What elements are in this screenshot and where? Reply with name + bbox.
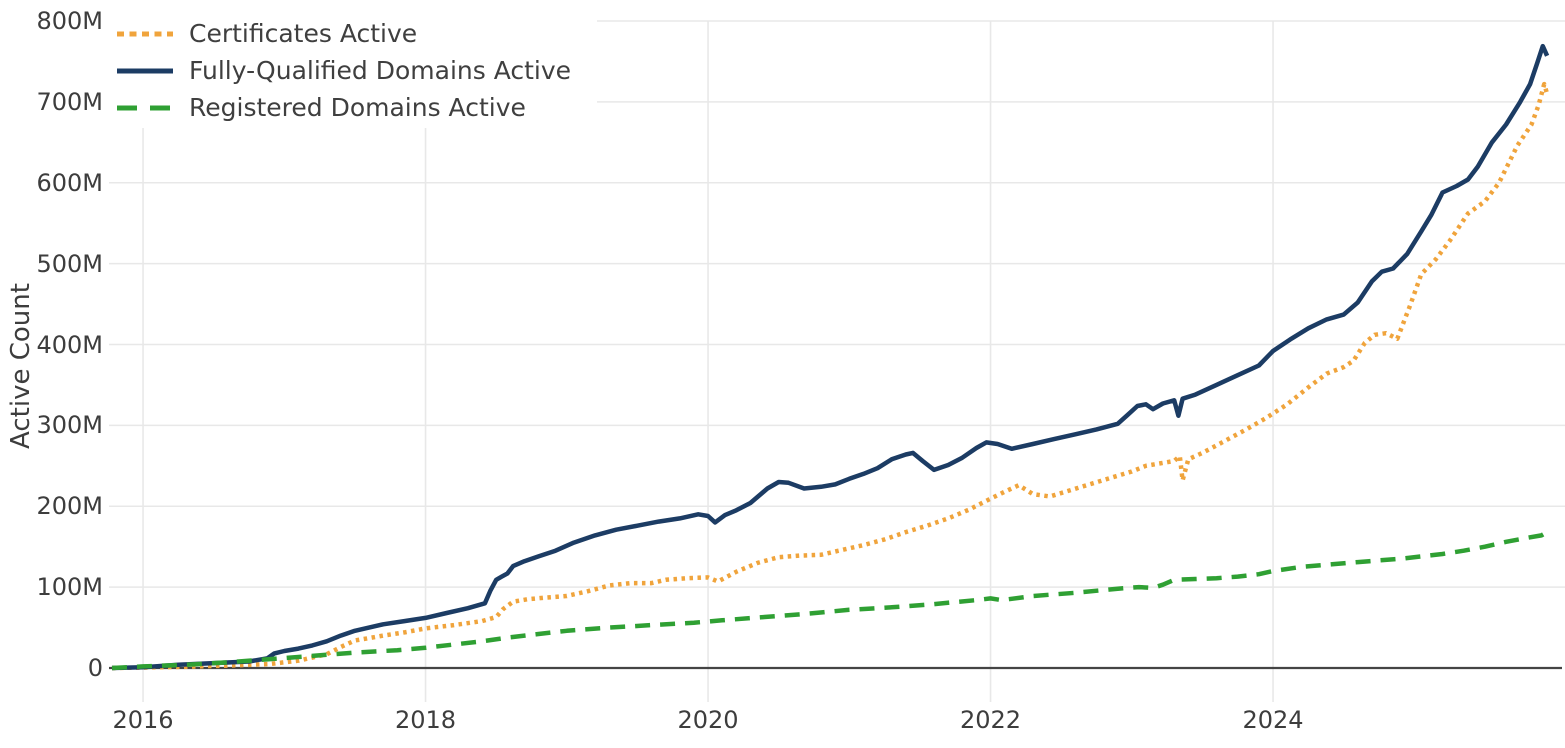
y-tick-label: 500M: [36, 249, 103, 278]
y-tick-label: 200M: [36, 492, 103, 521]
legend-label: Certificates Active: [189, 19, 418, 48]
legend-item-certificates-active[interactable]: Certificates Active: [116, 15, 571, 52]
y-tick-label: 100M: [36, 573, 103, 602]
y-tick-label: 0: [87, 654, 103, 682]
x-tick-label: 2024: [1242, 706, 1304, 734]
x-tick-label: 2020: [677, 706, 739, 734]
y-tick-label: 300M: [36, 411, 103, 440]
legend-label: Registered Domains Active: [189, 93, 526, 122]
x-tick-label: 2018: [394, 706, 457, 734]
y-tick-label: 400M: [36, 330, 103, 359]
solid-line-swatch-icon: [117, 68, 173, 73]
x-tick-label: 2016: [112, 706, 174, 734]
x-tick-label: 2022: [959, 706, 1022, 734]
dotted-line-swatch-icon: [117, 31, 173, 36]
y-tick-label: 800M: [36, 7, 103, 35]
y-tick-label: 600M: [36, 168, 103, 197]
y-tick-label: 700M: [36, 87, 103, 116]
legend-label: Fully-Qualified Domains Active: [189, 56, 572, 85]
series-line-fully-qualified-domains-active: [111, 43, 1550, 671]
legend-item-fully-qualified-domains-active[interactable]: Fully-Qualified Domains Active: [116, 52, 571, 89]
legend: Certificates Active Fully-Qualified Doma…: [106, 13, 598, 128]
dashed-line-swatch-icon: [117, 105, 173, 110]
y-axis-title: Active Count: [6, 283, 36, 449]
series-line-certificates-active: [111, 81, 1550, 671]
legend-item-registered-domains-active[interactable]: Registered Domains Active: [116, 89, 571, 126]
series-line-registered-domains-active: [111, 530, 1549, 671]
